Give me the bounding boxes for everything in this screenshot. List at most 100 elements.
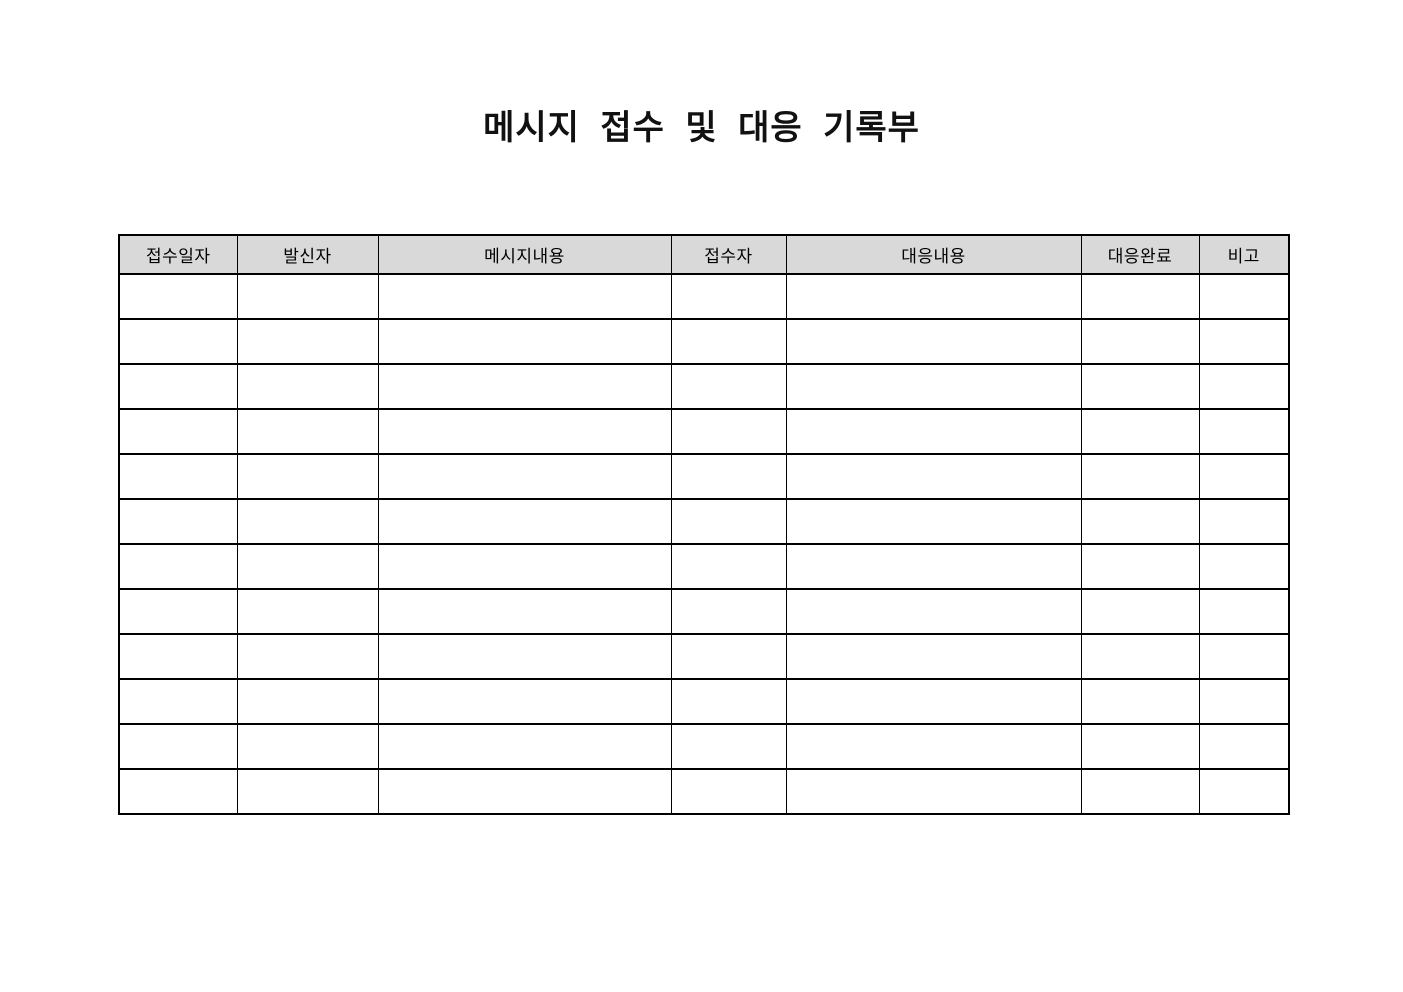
table-cell [236, 723, 379, 770]
table-cell [785, 768, 1082, 815]
table-row [118, 723, 1290, 770]
table-cell [670, 273, 787, 320]
table-cell [1080, 363, 1200, 410]
table-cell [670, 363, 787, 410]
table-cell [670, 408, 787, 455]
table-cell [236, 318, 379, 365]
table-cell [377, 723, 672, 770]
table-cell [1198, 543, 1290, 590]
table-cell [118, 633, 238, 680]
table-cell [670, 723, 787, 770]
table-cell [118, 768, 238, 815]
table-cell [785, 543, 1082, 590]
table-cell [236, 588, 379, 635]
table-cell [785, 588, 1082, 635]
table-row [118, 588, 1290, 635]
table-cell [1198, 318, 1290, 365]
table-cell [1080, 678, 1200, 725]
table-cell [377, 678, 672, 725]
table-cell [785, 408, 1082, 455]
table-cell [785, 498, 1082, 545]
table-cell [670, 678, 787, 725]
table-cell [1198, 408, 1290, 455]
table-row [118, 408, 1290, 455]
table-row [118, 543, 1290, 590]
table-cell [1198, 723, 1290, 770]
table-row [118, 453, 1290, 500]
table-cell [377, 498, 672, 545]
table-cell [670, 318, 787, 365]
table-cell [377, 408, 672, 455]
table-cell [236, 768, 379, 815]
table-cell [1080, 633, 1200, 680]
table-cell [118, 588, 238, 635]
table-cell [236, 408, 379, 455]
table-cell [785, 363, 1082, 410]
table-cell [236, 498, 379, 545]
table-cell [118, 408, 238, 455]
table-row [118, 318, 1290, 365]
table-cell [377, 633, 672, 680]
record-table: 접수일자 발신자 메시지내용 접수자 대응내용 대응완료 비고 [118, 234, 1290, 815]
table-cell [118, 543, 238, 590]
table-cell [1080, 588, 1200, 635]
page-title: 메시지 접수 및 대응 기록부 [483, 109, 920, 147]
column-header-receiver: 접수자 [670, 234, 787, 275]
table-cell [377, 543, 672, 590]
table-row [118, 363, 1290, 410]
table-cell [377, 318, 672, 365]
table-cell [1198, 678, 1290, 725]
column-header-remarks: 비고 [1198, 234, 1290, 275]
table-cell [785, 273, 1082, 320]
table-cell [118, 363, 238, 410]
table-cell [1080, 273, 1200, 320]
table-cell [670, 633, 787, 680]
table-cell [670, 453, 787, 500]
column-header-response-complete: 대응완료 [1080, 234, 1200, 275]
table-cell [670, 588, 787, 635]
table-cell [377, 273, 672, 320]
table-cell [670, 498, 787, 545]
table-row [118, 633, 1290, 680]
table-cell [670, 768, 787, 815]
column-header-sender: 발신자 [236, 234, 379, 275]
table-cell [1080, 453, 1200, 500]
table-cell [1198, 363, 1290, 410]
table-cell [1080, 543, 1200, 590]
table-cell [785, 318, 1082, 365]
table-cell [236, 363, 379, 410]
table-cell [236, 453, 379, 500]
table-cell [1198, 498, 1290, 545]
table-cell [1198, 453, 1290, 500]
table-cell [118, 273, 238, 320]
table-cell [1080, 408, 1200, 455]
table-cell [1198, 588, 1290, 635]
table-row [118, 498, 1290, 545]
table-cell [377, 453, 672, 500]
table-cell [118, 498, 238, 545]
table-cell [785, 678, 1082, 725]
table-cell [1080, 498, 1200, 545]
table-cell [1080, 768, 1200, 815]
table-cell [670, 543, 787, 590]
table-cell [1080, 723, 1200, 770]
table-cell [377, 588, 672, 635]
table-row [118, 678, 1290, 725]
table-cell [1198, 633, 1290, 680]
table-body [118, 273, 1290, 815]
table-cell [785, 723, 1082, 770]
table-cell [1198, 768, 1290, 815]
table-cell [785, 453, 1082, 500]
table-cell [236, 273, 379, 320]
table-cell [236, 543, 379, 590]
table-header-row: 접수일자 발신자 메시지내용 접수자 대응내용 대응완료 비고 [118, 234, 1290, 275]
table-cell [785, 633, 1082, 680]
column-header-reception-date: 접수일자 [118, 234, 238, 275]
table-cell [118, 678, 238, 725]
table-cell [118, 318, 238, 365]
table-cell [377, 363, 672, 410]
table-cell [236, 678, 379, 725]
table-cell [236, 633, 379, 680]
column-header-response-content: 대응내용 [785, 234, 1082, 275]
